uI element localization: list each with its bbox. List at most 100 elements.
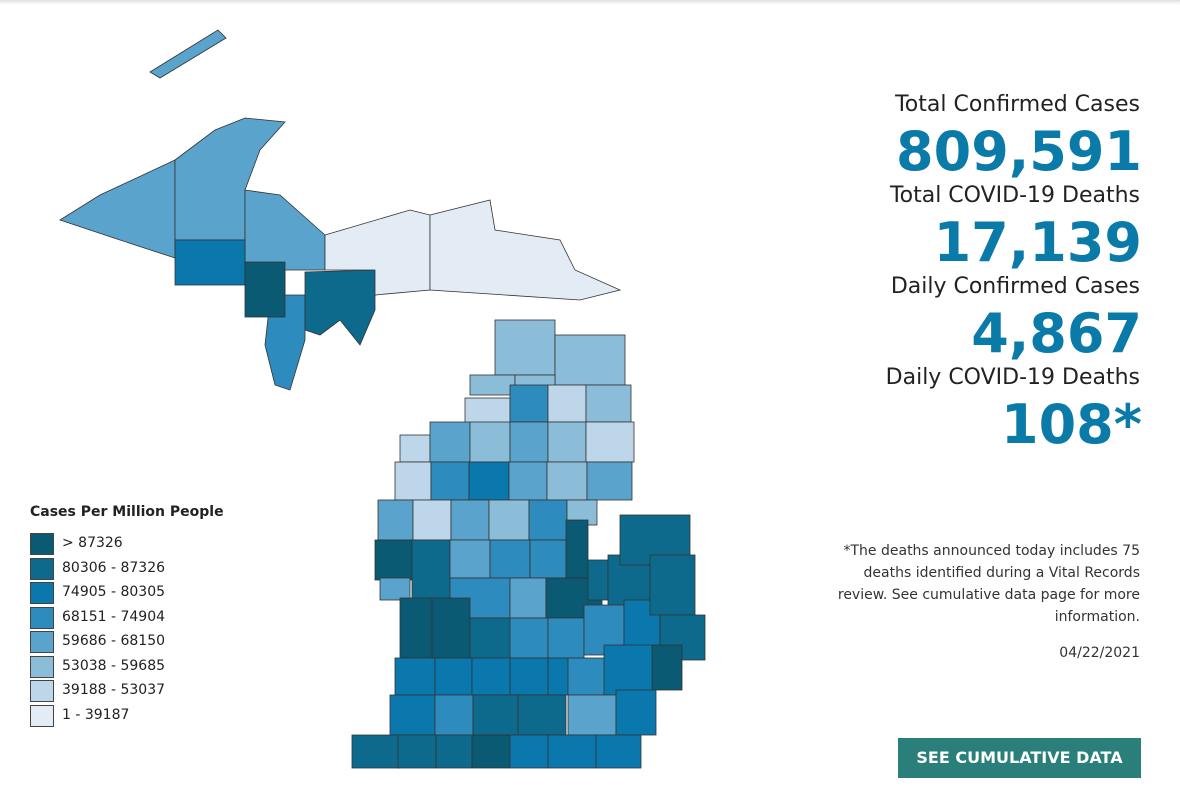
county bbox=[394, 657, 436, 696]
legend-swatch bbox=[30, 680, 54, 702]
footnote: *The deaths announced today includes 75 d… bbox=[838, 540, 1140, 628]
stat-label: Total Confirmed Cases bbox=[895, 92, 1140, 117]
county bbox=[431, 597, 471, 659]
county bbox=[374, 539, 413, 581]
county bbox=[435, 734, 473, 769]
county bbox=[489, 539, 531, 579]
county bbox=[546, 461, 588, 501]
county bbox=[59, 159, 176, 259]
county bbox=[494, 319, 556, 376]
county bbox=[472, 694, 519, 736]
stat-value: 809,591 bbox=[896, 120, 1142, 183]
county bbox=[547, 617, 585, 659]
county bbox=[351, 734, 401, 769]
county bbox=[509, 384, 549, 423]
legend-swatch bbox=[30, 655, 54, 678]
legend-label: 59686 - 68150 bbox=[62, 633, 166, 649]
legend-label: 68151 - 74904 bbox=[62, 608, 166, 625]
legend-label: 53038 - 59685 bbox=[62, 657, 166, 674]
county bbox=[174, 239, 246, 286]
county bbox=[377, 499, 414, 541]
county bbox=[554, 334, 626, 386]
legend-swatch bbox=[30, 606, 54, 629]
county bbox=[508, 461, 548, 501]
county bbox=[411, 539, 451, 599]
county bbox=[509, 617, 549, 659]
footnote-line: information. bbox=[1054, 609, 1140, 625]
county bbox=[244, 261, 286, 318]
county bbox=[547, 421, 587, 463]
date: 04/22/2021 bbox=[1059, 645, 1140, 661]
footnote-line: deaths identified during a Vital Records bbox=[863, 565, 1140, 581]
county bbox=[471, 734, 511, 769]
county bbox=[529, 539, 567, 579]
county bbox=[434, 694, 474, 736]
county bbox=[586, 461, 633, 501]
footnote-line: *The deaths announced today includes 75 bbox=[843, 543, 1141, 559]
county bbox=[430, 461, 470, 501]
legend-label: 80306 - 87326 bbox=[62, 559, 166, 576]
county bbox=[469, 374, 516, 396]
county bbox=[595, 734, 642, 769]
county bbox=[449, 539, 491, 579]
county bbox=[397, 734, 437, 769]
county bbox=[528, 499, 568, 541]
county bbox=[450, 499, 490, 541]
county bbox=[517, 694, 567, 736]
county bbox=[567, 694, 617, 736]
county bbox=[651, 644, 683, 691]
legend-label: 74905 - 80305 bbox=[62, 584, 166, 600]
legend-swatch bbox=[30, 533, 54, 555]
county bbox=[649, 554, 696, 616]
legend-label: 1 - 39187 bbox=[62, 706, 130, 723]
county bbox=[603, 644, 653, 696]
stat-value: 4,867 bbox=[971, 302, 1142, 365]
legend-swatch bbox=[30, 582, 54, 604]
stat-value: 108* bbox=[1001, 393, 1142, 456]
county bbox=[547, 734, 597, 769]
stat-label: Daily COVID-19 Deaths bbox=[885, 365, 1140, 390]
county bbox=[434, 657, 473, 696]
legend-swatch bbox=[30, 557, 54, 580]
legend-label: > 87326 bbox=[62, 535, 123, 551]
county bbox=[509, 734, 549, 769]
legend-title: Cases Per Million People bbox=[30, 504, 224, 520]
county bbox=[379, 577, 411, 601]
county bbox=[149, 29, 227, 79]
county bbox=[469, 617, 511, 659]
county bbox=[429, 421, 471, 463]
county bbox=[429, 199, 622, 301]
county bbox=[488, 499, 530, 541]
county bbox=[468, 461, 510, 501]
county bbox=[585, 421, 635, 463]
county bbox=[587, 559, 609, 601]
footnote-line: review. See cumulative data page for mor… bbox=[837, 587, 1140, 603]
county bbox=[509, 657, 549, 696]
county bbox=[615, 689, 657, 736]
county bbox=[585, 384, 632, 423]
michigan-map bbox=[59, 29, 706, 769]
legend-swatch bbox=[30, 631, 54, 653]
county bbox=[389, 694, 436, 736]
county bbox=[464, 397, 511, 424]
county bbox=[399, 597, 433, 659]
stat-label: Total COVID-19 Deaths bbox=[889, 183, 1140, 208]
county bbox=[565, 519, 589, 579]
county bbox=[324, 209, 431, 296]
stat-value: 17,139 bbox=[933, 211, 1142, 274]
county bbox=[471, 657, 511, 696]
county bbox=[469, 421, 511, 463]
county bbox=[547, 384, 587, 423]
legend-swatch bbox=[30, 704, 54, 727]
county bbox=[567, 657, 609, 696]
county bbox=[399, 434, 431, 463]
county bbox=[412, 499, 452, 541]
county bbox=[304, 269, 376, 346]
county bbox=[394, 461, 432, 501]
legend-label: 39188 - 53037 bbox=[62, 682, 166, 698]
county bbox=[509, 577, 547, 619]
cumulative-data-button[interactable]: SEE CUMULATIVE DATA bbox=[898, 738, 1141, 778]
stat-label: Daily Confirmed Cases bbox=[890, 274, 1140, 299]
county bbox=[509, 421, 549, 463]
